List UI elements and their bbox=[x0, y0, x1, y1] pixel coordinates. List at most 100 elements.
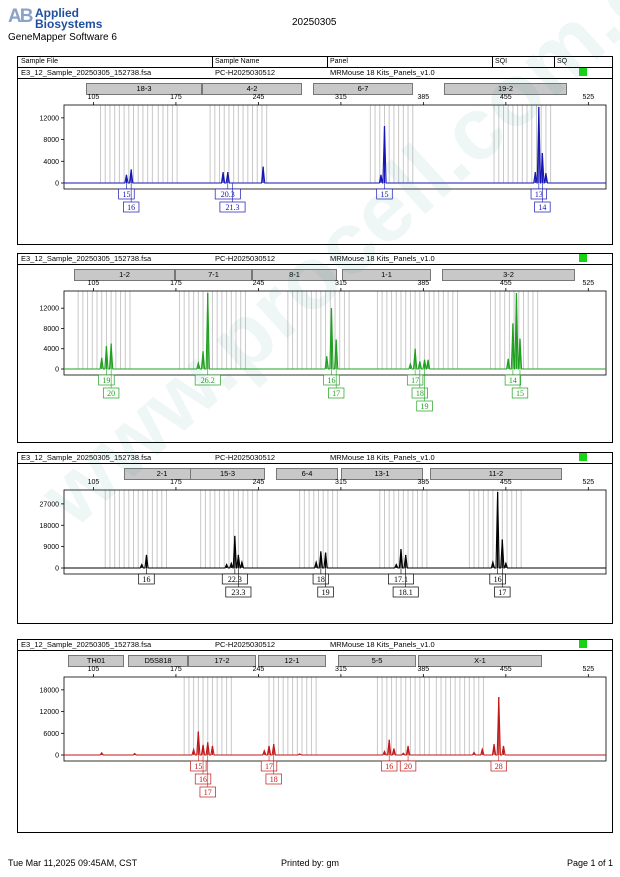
allele-call-label: 17 bbox=[204, 788, 212, 797]
col-sample-name: Sample Name bbox=[215, 58, 260, 65]
allele-call-label: 16 bbox=[199, 775, 207, 784]
trace-line bbox=[64, 106, 606, 184]
allele-call-label: 21.3 bbox=[225, 203, 239, 212]
x-tick-label: 455 bbox=[500, 666, 512, 673]
x-tick-label: 175 bbox=[170, 666, 182, 673]
allele-call-label: 23.3 bbox=[231, 588, 245, 597]
locus-label[interactable]: D5S818 bbox=[128, 655, 188, 667]
x-tick-label: 525 bbox=[582, 280, 594, 287]
allele-call-box bbox=[323, 374, 340, 386]
sample-info-row: E3_12_Sample_20250305_152738.fsa PC-H2025… bbox=[18, 68, 612, 79]
allele-call-label: 15 bbox=[380, 190, 388, 199]
divider bbox=[327, 57, 328, 67]
locus-label[interactable]: 12-1 bbox=[258, 655, 326, 667]
electropherogram-panel-black: E3_12_Sample_20250305_152738.fsa PC-H2025… bbox=[17, 452, 613, 624]
allele-call-box bbox=[221, 573, 248, 585]
y-tick-label: 0 bbox=[55, 181, 59, 188]
allele-call-label: 18 bbox=[416, 389, 424, 398]
locus-label[interactable]: X-1 bbox=[418, 655, 542, 667]
sample-name: PC-H2025030512 bbox=[215, 453, 276, 462]
allele-call-label: 18 bbox=[317, 575, 325, 584]
allele-call-label: 18.1 bbox=[399, 588, 413, 597]
locus-label[interactable]: TH01 bbox=[68, 655, 124, 667]
allele-call-box bbox=[138, 573, 155, 585]
sample-name: PC-H2025030512 bbox=[215, 640, 276, 649]
locus-label[interactable]: 4-2 bbox=[202, 83, 302, 95]
x-tick-label: 525 bbox=[582, 479, 594, 486]
sq-indicator bbox=[579, 453, 587, 461]
software-name: GeneMapper Software 6 bbox=[8, 32, 117, 43]
x-tick-label: 455 bbox=[500, 280, 512, 287]
allele-call-label: 16 bbox=[494, 575, 502, 584]
x-tick-label: 175 bbox=[170, 94, 182, 101]
locus-label[interactable]: 5-5 bbox=[338, 655, 416, 667]
panel-name: MRMouse 18 Kits_Panels_v1.0 bbox=[330, 640, 435, 649]
allele-call-box bbox=[98, 374, 115, 386]
x-tick-label: 245 bbox=[253, 280, 265, 287]
locus-label[interactable]: 6-4 bbox=[276, 468, 338, 480]
x-tick-label: 385 bbox=[418, 280, 430, 287]
allele-call-box bbox=[317, 586, 334, 598]
allele-call-label: 14 bbox=[509, 376, 517, 385]
x-tick-label: 245 bbox=[253, 666, 265, 673]
locus-label[interactable]: 13-1 bbox=[341, 468, 423, 480]
y-tick-label: 18000 bbox=[40, 687, 60, 694]
allele-call-box bbox=[489, 573, 506, 585]
allele-call-box bbox=[219, 201, 246, 213]
x-tick-label: 525 bbox=[582, 666, 594, 673]
sample-info-row: E3_12_Sample_20250305_152738.fsa PC-H2025… bbox=[18, 453, 612, 464]
locus-label[interactable]: 19-2 bbox=[444, 83, 567, 95]
allele-call-box bbox=[199, 786, 216, 798]
y-tick-label: 6000 bbox=[43, 731, 59, 738]
trace-line bbox=[64, 491, 606, 569]
col-sample-file: Sample File bbox=[21, 58, 58, 65]
allele-call-label: 19 bbox=[421, 402, 429, 411]
y-tick-label: 12000 bbox=[40, 115, 60, 122]
locus-label[interactable]: 15-3 bbox=[190, 468, 265, 480]
locus-label[interactable]: 3-2 bbox=[442, 269, 575, 281]
allele-call-box bbox=[194, 773, 212, 785]
plot-blue: 105 175 245 315 385 455 525 0 4000 8000 12000 15 20.… bbox=[40, 94, 607, 213]
locus-label[interactable]: 17-2 bbox=[188, 655, 256, 667]
allele-call-box bbox=[225, 586, 252, 598]
allele-call-box bbox=[312, 573, 330, 585]
x-tick-label: 105 bbox=[88, 479, 100, 486]
allele-call-box bbox=[511, 387, 529, 399]
x-tick-label: 105 bbox=[88, 666, 100, 673]
allele-call-box bbox=[411, 387, 428, 399]
x-tick-label: 525 bbox=[582, 94, 594, 101]
locus-label[interactable]: 8-1 bbox=[252, 269, 337, 281]
allele-call-label: 28 bbox=[495, 762, 503, 771]
allele-call-box bbox=[123, 201, 140, 213]
locus-label[interactable]: 1-2 bbox=[74, 269, 175, 281]
x-tick-label: 245 bbox=[253, 479, 265, 486]
x-tick-label: 175 bbox=[170, 479, 182, 486]
locus-label[interactable]: 11-2 bbox=[430, 468, 562, 480]
y-tick-label: 0 bbox=[55, 566, 59, 573]
col-sq: SQ bbox=[557, 58, 568, 65]
allele-call-label: 13 bbox=[535, 190, 543, 199]
locus-label[interactable]: 6-7 bbox=[313, 83, 413, 95]
allele-call-box bbox=[265, 773, 282, 785]
locus-label[interactable]: 1-1 bbox=[342, 269, 431, 281]
allele-call-box bbox=[534, 201, 551, 213]
allele-call-label: 17 bbox=[332, 389, 340, 398]
allele-call-label: 17.1 bbox=[394, 575, 408, 584]
x-tick-label: 455 bbox=[500, 94, 512, 101]
y-tick-label: 12000 bbox=[40, 306, 60, 313]
allele-call-label: 18 bbox=[270, 775, 278, 784]
allele-call-label: 17 bbox=[498, 588, 506, 597]
allele-call-box bbox=[530, 188, 547, 200]
plot-black: 105 175 245 315 385 455 525 0 9000 18000 27000 16 22… bbox=[40, 479, 607, 598]
footer-printed-by: Printed by: gm bbox=[281, 858, 340, 868]
locus-label[interactable]: 18-3 bbox=[86, 83, 202, 95]
x-tick-label: 385 bbox=[418, 666, 430, 673]
x-tick-label: 245 bbox=[253, 94, 265, 101]
allele-call-label: 26.2 bbox=[201, 376, 215, 385]
y-tick-label: 18000 bbox=[40, 523, 60, 530]
x-tick-label: 175 bbox=[170, 280, 182, 287]
footer-page: Page 1 of 1 bbox=[567, 858, 614, 868]
locus-label[interactable]: 7-1 bbox=[175, 269, 252, 281]
x-tick-label: 105 bbox=[88, 94, 100, 101]
allele-call-label: 17 bbox=[265, 762, 273, 771]
